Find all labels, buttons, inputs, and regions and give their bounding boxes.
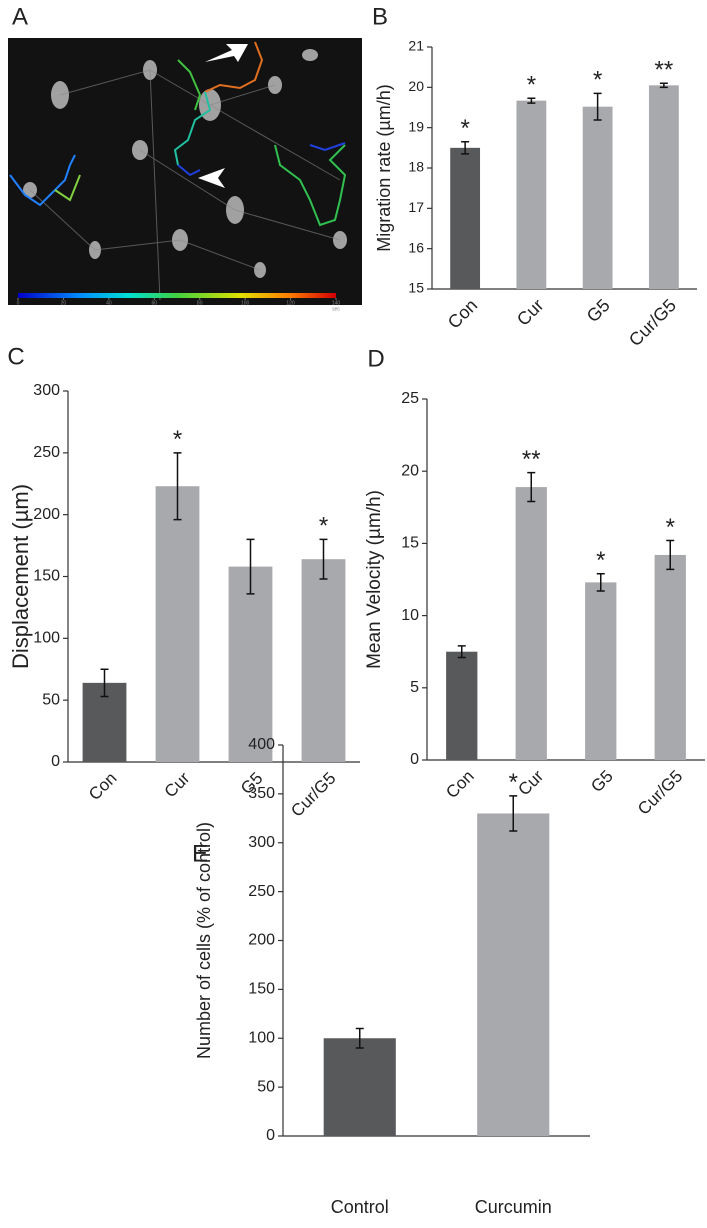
bar: [654, 554, 686, 760]
bar: [155, 486, 200, 762]
y-tick-label: 20: [408, 78, 424, 94]
y-axis-label: Mean Velocity (µm/h): [364, 490, 385, 669]
error-bar: [527, 97, 536, 104]
colorbar-tick-label: 60: [152, 300, 158, 306]
y-tick-label: 15: [401, 535, 419, 552]
error-bar: [666, 539, 675, 571]
error-bar: [527, 471, 536, 503]
significance: *: [527, 72, 536, 99]
panel-letter: C: [7, 343, 24, 370]
y-tick-label: 20: [401, 462, 419, 479]
x-tick-label: Curcumin: [475, 1197, 552, 1217]
y-tick-label: 25: [401, 390, 419, 407]
panel-letter: A: [12, 3, 28, 30]
y-tick-label: 200: [33, 506, 60, 523]
x-tick-label: Cur/G5: [634, 767, 686, 819]
x-tick-label: Cur/G5: [625, 295, 680, 350]
y-tick-label: 300: [248, 834, 275, 851]
y-tick-label: 0: [266, 1127, 275, 1144]
significance: *: [593, 67, 602, 94]
error-bar: [596, 572, 605, 592]
significance: *: [666, 514, 675, 541]
y-tick-label: 50: [42, 691, 60, 708]
bar: [515, 487, 547, 760]
bar: [516, 100, 547, 289]
error-bar: [100, 668, 109, 698]
significance: *: [173, 426, 182, 453]
y-axis-label: Number of cells (% of control): [194, 822, 214, 1059]
x-tick-label: G5: [587, 767, 616, 796]
y-axis-label: Migration rate (µm/h): [374, 84, 394, 251]
y-axis-label: Displacement (µm): [8, 484, 33, 669]
panel-letter: B: [372, 3, 388, 30]
x-tick-label: Cur/G5: [287, 769, 339, 821]
y-tick-label: 21: [408, 38, 424, 54]
colorbar-tick-label: 40: [106, 300, 112, 306]
bar: [582, 106, 613, 290]
y-tick-label: 16: [408, 239, 424, 255]
x-tick-label: Cur: [514, 766, 547, 799]
significance: *: [596, 547, 605, 574]
bar: [648, 85, 679, 289]
error-bar: [173, 452, 182, 521]
x-tick-label: G5: [583, 295, 614, 326]
error-bar: [593, 92, 602, 121]
colorbar-tick-label: 0: [17, 300, 20, 306]
x-tick-label: Cur: [513, 295, 548, 330]
micrograph: [8, 38, 362, 305]
colorbar-tick-label: 100: [241, 300, 250, 306]
bar: [446, 651, 478, 760]
colorbar-tick-label: 140: [332, 300, 341, 306]
colorbar-tick-label: 80: [197, 300, 203, 306]
significance: *: [509, 769, 518, 796]
y-tick-label: 50: [257, 1078, 275, 1095]
y-tick-label: 200: [248, 932, 275, 949]
error-bar: [457, 645, 466, 659]
y-tick-label: 10: [401, 607, 419, 624]
y-tick-label: 19: [408, 118, 424, 134]
error-bar: [319, 538, 328, 580]
y-tick-label: 18: [408, 159, 424, 175]
y-tick-label: 0: [51, 753, 60, 770]
y-tick-label: 300: [33, 382, 60, 399]
y-tick-label: 15: [408, 280, 424, 296]
error-bar: [659, 82, 668, 89]
y-tick-label: 400: [248, 736, 275, 753]
significance: *: [319, 513, 328, 540]
x-tick-label: Cur: [161, 768, 194, 801]
bar: [450, 147, 481, 289]
y-tick-label: 350: [248, 785, 275, 802]
error-bar: [355, 1027, 364, 1049]
error-bar: [509, 795, 518, 832]
panel-letter: E: [192, 840, 208, 867]
bar: [301, 559, 346, 762]
y-tick-label: 5: [410, 679, 419, 696]
bar: [323, 1038, 396, 1136]
y-tick-label: 250: [33, 444, 60, 461]
colorbar-unit: sec: [332, 306, 340, 312]
x-tick-label: Con: [444, 295, 481, 332]
y-tick-label: 150: [33, 568, 60, 585]
bar: [585, 582, 617, 760]
bar: [477, 813, 550, 1136]
y-tick-label: 100: [33, 630, 60, 647]
colorbar-tick-label: 20: [61, 300, 67, 306]
y-tick-label: 150: [248, 981, 275, 998]
significance: *: [460, 115, 469, 142]
x-tick-label: Con: [442, 767, 477, 802]
error-bar: [246, 538, 255, 595]
panel-letter: D: [367, 345, 384, 372]
significance: **: [522, 446, 541, 473]
y-tick-label: 100: [248, 1029, 275, 1046]
bar: [228, 566, 273, 762]
y-tick-label: 17: [408, 199, 424, 215]
colorbar-tick-label: 120: [286, 300, 295, 306]
x-tick-label: Control: [331, 1197, 389, 1217]
y-tick-label: 250: [248, 883, 275, 900]
x-tick-label: Con: [85, 769, 120, 804]
y-tick-label: 0: [410, 751, 419, 768]
significance: **: [655, 57, 674, 84]
error-bar: [461, 141, 470, 155]
